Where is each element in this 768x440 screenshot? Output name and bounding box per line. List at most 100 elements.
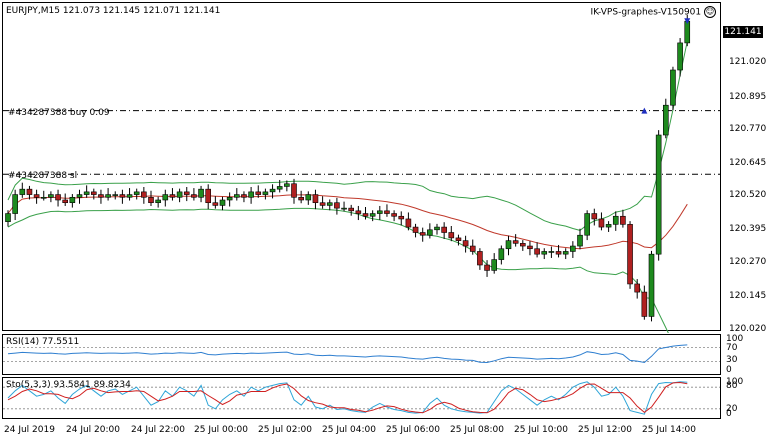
bear-candle: [455, 237, 462, 241]
stoch-label: Sto(5,3,3) 93.5841 89.8234: [6, 380, 131, 390]
bear-candle: [591, 213, 598, 220]
bull-candle: [69, 196, 76, 204]
price-tick: 120.645: [729, 158, 767, 168]
bear-candle: [405, 218, 412, 228]
bull-candle: [541, 251, 548, 255]
bear-candle: [512, 240, 519, 244]
bull-candle: [105, 194, 111, 198]
bull-candle: [670, 69, 676, 106]
bull-candle: [40, 196, 47, 199]
bear-candle: [312, 194, 319, 204]
current-price-box: 121.141: [723, 26, 763, 38]
time-tick: 25 Jul 04:00: [322, 425, 376, 435]
bull-candle: [677, 42, 683, 71]
stoch-tick: 80: [726, 381, 738, 391]
bear-candle: [519, 243, 526, 247]
bull-candle: [269, 188, 276, 193]
bear-candle: [205, 188, 211, 204]
bear-candle: [183, 191, 190, 195]
stoch-chart-svg[interactable]: [0, 377, 768, 420]
bear-candle: [620, 215, 626, 225]
bull-candle: [176, 191, 183, 198]
bull-candle: [427, 229, 433, 236]
bear-candle: [469, 245, 476, 252]
rsi-pane-frame: [2, 334, 721, 375]
bear-candle: [462, 240, 469, 247]
bear-candle: [119, 194, 126, 198]
rsi-chart-svg[interactable]: [0, 334, 768, 376]
bull-candle: [577, 234, 583, 247]
lower-band-line: [7, 207, 669, 333]
rsi-label: RSI(14) 77.5511: [6, 337, 80, 347]
bear-candle: [598, 218, 605, 228]
bear-candle: [627, 224, 633, 285]
price-tick: 120.770: [729, 124, 767, 134]
bull-candle: [562, 251, 569, 255]
price-tick: 120.020: [729, 324, 767, 334]
bear-candle: [91, 191, 97, 195]
rsi-tick: 0: [726, 365, 732, 375]
rsi-line: [7, 344, 688, 364]
bear-candle: [148, 196, 154, 204]
bear-candle: [412, 226, 419, 233]
bull-candle: [234, 194, 240, 198]
bull-candle: [262, 191, 269, 195]
time-tick: 25 Jul 06:00: [386, 425, 440, 435]
bull-candle: [112, 194, 119, 196]
rsi-pane[interactable]: RSI(14) 77.5511 100 70 30 0: [0, 334, 768, 376]
time-tick: 25 Jul 08:00: [450, 425, 504, 435]
symbol-info-label: EURJPY,M15 121.073 121.145 121.071 121.1…: [6, 6, 221, 16]
bull-candle: [198, 188, 204, 198]
bull-candle: [584, 213, 590, 236]
bull-candle: [133, 191, 140, 195]
order-line-sl-label: #434287388 sl: [8, 171, 78, 181]
bull-candle: [219, 199, 226, 206]
time-tick: 24 Jul 20:00: [66, 425, 120, 435]
price-chart-svg[interactable]: [0, 0, 768, 333]
bear-candle: [62, 199, 69, 204]
bull-candle: [12, 194, 18, 214]
bear-candle: [33, 194, 40, 198]
bull-candle: [548, 251, 555, 253]
time-tick: 24 Jul 2019: [4, 425, 55, 435]
bear-candle: [484, 264, 490, 271]
bear-candle: [319, 202, 326, 206]
bear-candle: [555, 251, 562, 255]
bear-candle: [191, 194, 197, 198]
stoch-pane[interactable]: Sto(5,3,3) 93.5841 89.8234 100 80 20 0: [0, 377, 768, 420]
stoch-tick: 20: [726, 404, 738, 414]
bear-candle: [534, 248, 540, 255]
price-pane-frame: [2, 2, 721, 331]
bear-candle: [448, 232, 455, 239]
bull-candle: [505, 240, 512, 250]
bull-candle: [498, 248, 505, 260]
bull-candle: [226, 196, 233, 201]
bear-candle: [355, 210, 362, 214]
bear-candle: [441, 226, 447, 233]
stoch-pane-frame: [2, 377, 721, 419]
bull-candle: [126, 194, 133, 198]
bear-candle: [348, 207, 355, 212]
price-tick: 120.270: [729, 257, 767, 267]
bull-candle: [284, 183, 290, 187]
bear-candle: [398, 215, 405, 220]
bull-candle: [662, 104, 669, 136]
stoch-tick: 100: [726, 377, 744, 387]
bull-candle: [48, 194, 54, 198]
bull-candle: [19, 188, 26, 195]
bear-candle: [212, 202, 219, 206]
bear-candle: [241, 194, 247, 198]
bear-candle: [391, 213, 397, 217]
price-pane[interactable]: EURJPY,M15 121.073 121.145 121.071 121.1…: [0, 0, 768, 334]
bull-candle: [155, 199, 161, 204]
bear-candle: [477, 251, 483, 266]
stoch-main-line: [7, 381, 688, 415]
bull-candle: [570, 245, 576, 252]
bear-candle: [298, 196, 304, 201]
bear-candle: [98, 194, 104, 198]
bear-candle: [527, 245, 533, 250]
account-label: IK-VPS-graphes-V150901 ☺: [590, 6, 716, 18]
bull-candle: [376, 210, 383, 214]
time-tick: 25 Jul 10:00: [514, 425, 568, 435]
stoch-tick: 0: [726, 409, 732, 419]
